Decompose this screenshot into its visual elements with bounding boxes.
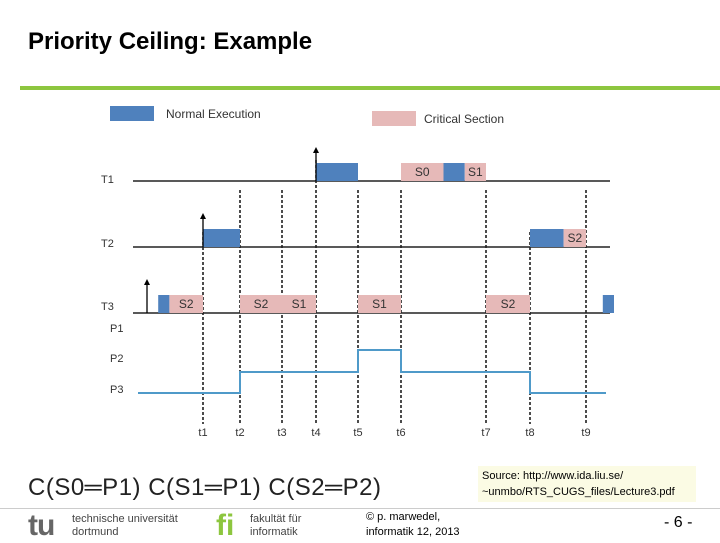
legend-critical-label: Critical Section bbox=[424, 112, 504, 126]
tu-logo-text: technische universität dortmund bbox=[72, 513, 178, 539]
time-grid bbox=[202, 160, 587, 424]
segment-t1-3 bbox=[464, 163, 486, 181]
ceiling-definitions: C(S0═P1) C(S1═P1) C(S2═P2) bbox=[28, 474, 382, 501]
tick-label-t3: t3 bbox=[277, 427, 286, 439]
segment-label-t3-5: S2 bbox=[501, 297, 516, 311]
segment-t3-1 bbox=[169, 295, 203, 313]
legend-normal-label: Normal Execution bbox=[166, 107, 261, 121]
tick-label-t9: t9 bbox=[581, 427, 590, 439]
copyright-line-1: © p. marwedel, bbox=[366, 511, 441, 523]
priority-ceiling-diagram: Normal Execution Critical Section T1 S0 S1… bbox=[101, 106, 614, 439]
segment-t3-3 bbox=[282, 295, 316, 313]
segment-label-t3-2: S2 bbox=[254, 297, 269, 311]
segment-t3-4 bbox=[358, 295, 401, 313]
copyright: © p. marwedel, informatik 12, 2013 bbox=[366, 510, 460, 540]
legend-critical-swatch bbox=[372, 111, 416, 126]
segment-t3-2 bbox=[240, 295, 282, 313]
segment-t3-0 bbox=[158, 295, 170, 313]
segment-t3-5 bbox=[486, 295, 530, 313]
lane-label-t2: T2 bbox=[101, 238, 114, 250]
fi-logo-text: fakultät für informatik bbox=[250, 513, 301, 539]
source-box: Source: http://www.ida.liu.se/ ~unmbo/RT… bbox=[478, 466, 696, 502]
legend-normal-swatch bbox=[110, 106, 154, 121]
segment-t3-6 bbox=[602, 295, 614, 313]
ceiling-level-p1: P1 bbox=[110, 323, 123, 335]
tu-logo-line-1: technische universität bbox=[72, 513, 178, 525]
fi-logo-icon: fi bbox=[216, 509, 235, 542]
title-divider bbox=[20, 86, 720, 90]
segment-label-t3-4: S1 bbox=[372, 297, 387, 311]
tick-label-t7: t7 bbox=[481, 427, 490, 439]
segment-t1-2 bbox=[443, 163, 465, 181]
time-axis-ticks: t1 t2 t3 t4 t5 t6 t7 t8 t9 bbox=[198, 427, 590, 439]
legend: Normal Execution Critical Section bbox=[110, 106, 504, 126]
tick-label-t4: t4 bbox=[311, 427, 320, 439]
page-number: - 6 - bbox=[664, 514, 693, 531]
slide-title: Priority Ceiling: Example bbox=[28, 28, 313, 55]
fi-logo-line-2: informatik bbox=[250, 526, 298, 538]
arrival-arrowhead-t2 bbox=[200, 213, 206, 219]
lane-label-t1: T1 bbox=[101, 174, 114, 186]
tick-label-t1: t1 bbox=[198, 427, 207, 439]
arrival-arrowhead-t3 bbox=[144, 279, 150, 285]
segment-label-t3-1: S2 bbox=[179, 297, 194, 311]
task-lanes: T1 S0 S1 T2 S2 T3 S2 S2 S1 S1 S2 bbox=[101, 147, 614, 314]
segment-t2-2 bbox=[563, 229, 586, 247]
ceiling-level-p2: P2 bbox=[110, 353, 123, 365]
tick-label-t6: t6 bbox=[396, 427, 405, 439]
tick-label-t2: t2 bbox=[235, 427, 244, 439]
tu-logo-line-2: dortmund bbox=[72, 526, 119, 538]
ceiling-plot: P1 P2 P3 bbox=[110, 323, 606, 396]
ceiling-step-line bbox=[138, 349, 606, 394]
segment-t2-0 bbox=[203, 229, 240, 247]
footer-divider bbox=[0, 508, 720, 509]
copyright-line-2: informatik 12, 2013 bbox=[366, 526, 460, 538]
ceiling-level-p3: P3 bbox=[110, 384, 123, 396]
segment-t2-1 bbox=[530, 229, 564, 247]
arrival-arrowhead-t1 bbox=[313, 147, 319, 153]
segment-label-t2-2: S2 bbox=[567, 231, 582, 245]
segment-label-t3-3: S1 bbox=[292, 297, 307, 311]
tick-label-t8: t8 bbox=[525, 427, 534, 439]
source-line-1: Source: http://www.ida.liu.se/ bbox=[482, 470, 624, 482]
tu-logo-icon: tu bbox=[28, 509, 55, 542]
fi-logo-line-1: fakultät für bbox=[250, 513, 302, 525]
segment-t1-1 bbox=[401, 163, 444, 181]
source-line-2: ~unmbo/RTS_CUGS_files/Lecture3.pdf bbox=[482, 486, 675, 498]
segment-label-t1-3: S1 bbox=[468, 165, 483, 179]
segment-label-t1-1: S0 bbox=[415, 165, 430, 179]
lane-label-t3: T3 bbox=[101, 301, 114, 313]
segment-t1-0 bbox=[316, 163, 358, 181]
tick-label-t5: t5 bbox=[353, 427, 362, 439]
